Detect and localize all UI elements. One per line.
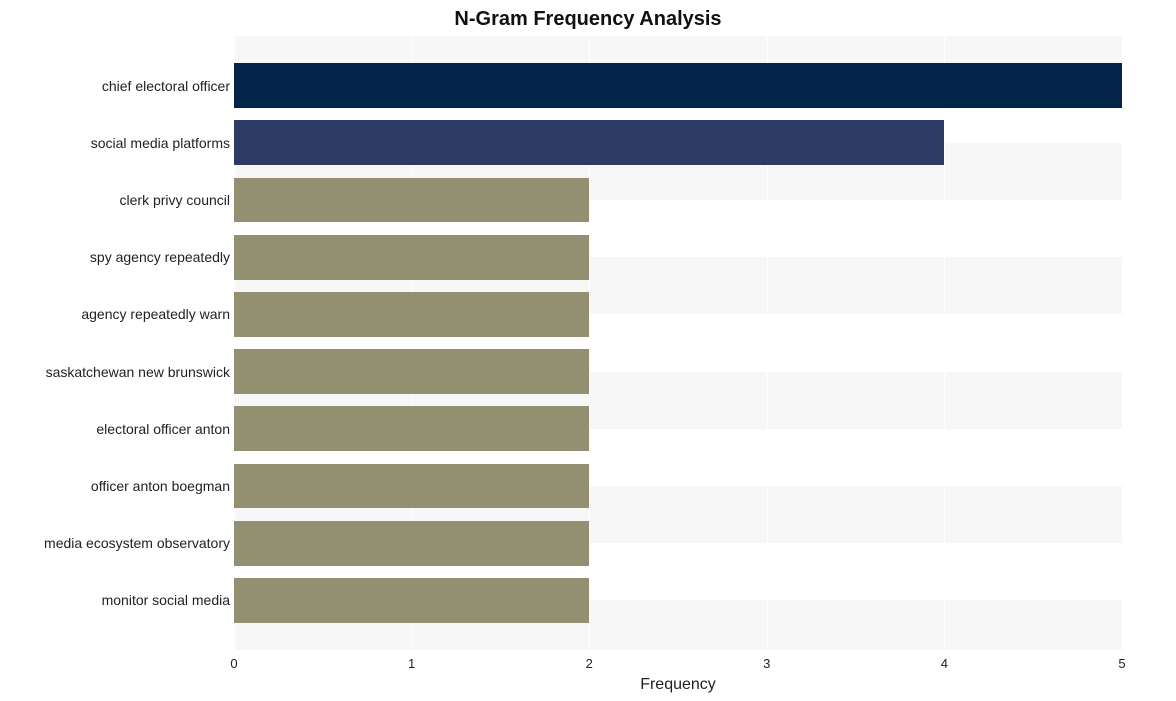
y-tick-label: agency repeatedly warn bbox=[81, 306, 230, 322]
bar bbox=[234, 178, 589, 223]
chart-container: N-Gram Frequency Analysis chief electora… bbox=[0, 0, 1176, 701]
bar bbox=[234, 349, 589, 394]
y-tick-label: officer anton boegman bbox=[91, 478, 230, 494]
y-tick-label: monitor social media bbox=[102, 592, 230, 608]
y-tick-label: social media platforms bbox=[91, 135, 230, 151]
x-tick-label: 1 bbox=[408, 656, 415, 671]
bar bbox=[234, 521, 589, 566]
x-tick-label: 2 bbox=[586, 656, 593, 671]
y-tick-label: chief electoral officer bbox=[102, 78, 230, 94]
y-tick-label: clerk privy council bbox=[120, 192, 230, 208]
y-tick-label: media ecosystem observatory bbox=[44, 535, 230, 551]
chart-title: N-Gram Frequency Analysis bbox=[0, 8, 1176, 31]
x-tick-label: 4 bbox=[941, 656, 948, 671]
x-tick-label: 3 bbox=[763, 656, 770, 671]
y-tick-label: saskatchewan new brunswick bbox=[46, 364, 230, 380]
bar bbox=[234, 120, 944, 165]
bar bbox=[234, 63, 1122, 108]
bar bbox=[234, 292, 589, 337]
bar bbox=[234, 406, 589, 451]
x-axis-label: Frequency bbox=[640, 676, 716, 694]
gridline bbox=[1122, 36, 1123, 650]
gridline bbox=[944, 36, 945, 650]
x-tick-label: 5 bbox=[1118, 656, 1125, 671]
bar bbox=[234, 464, 589, 509]
bar bbox=[234, 235, 589, 280]
plot-area bbox=[234, 36, 1122, 650]
bar bbox=[234, 578, 589, 623]
x-tick-label: 0 bbox=[230, 656, 237, 671]
y-tick-label: electoral officer anton bbox=[96, 421, 230, 437]
y-tick-label: spy agency repeatedly bbox=[90, 249, 230, 265]
